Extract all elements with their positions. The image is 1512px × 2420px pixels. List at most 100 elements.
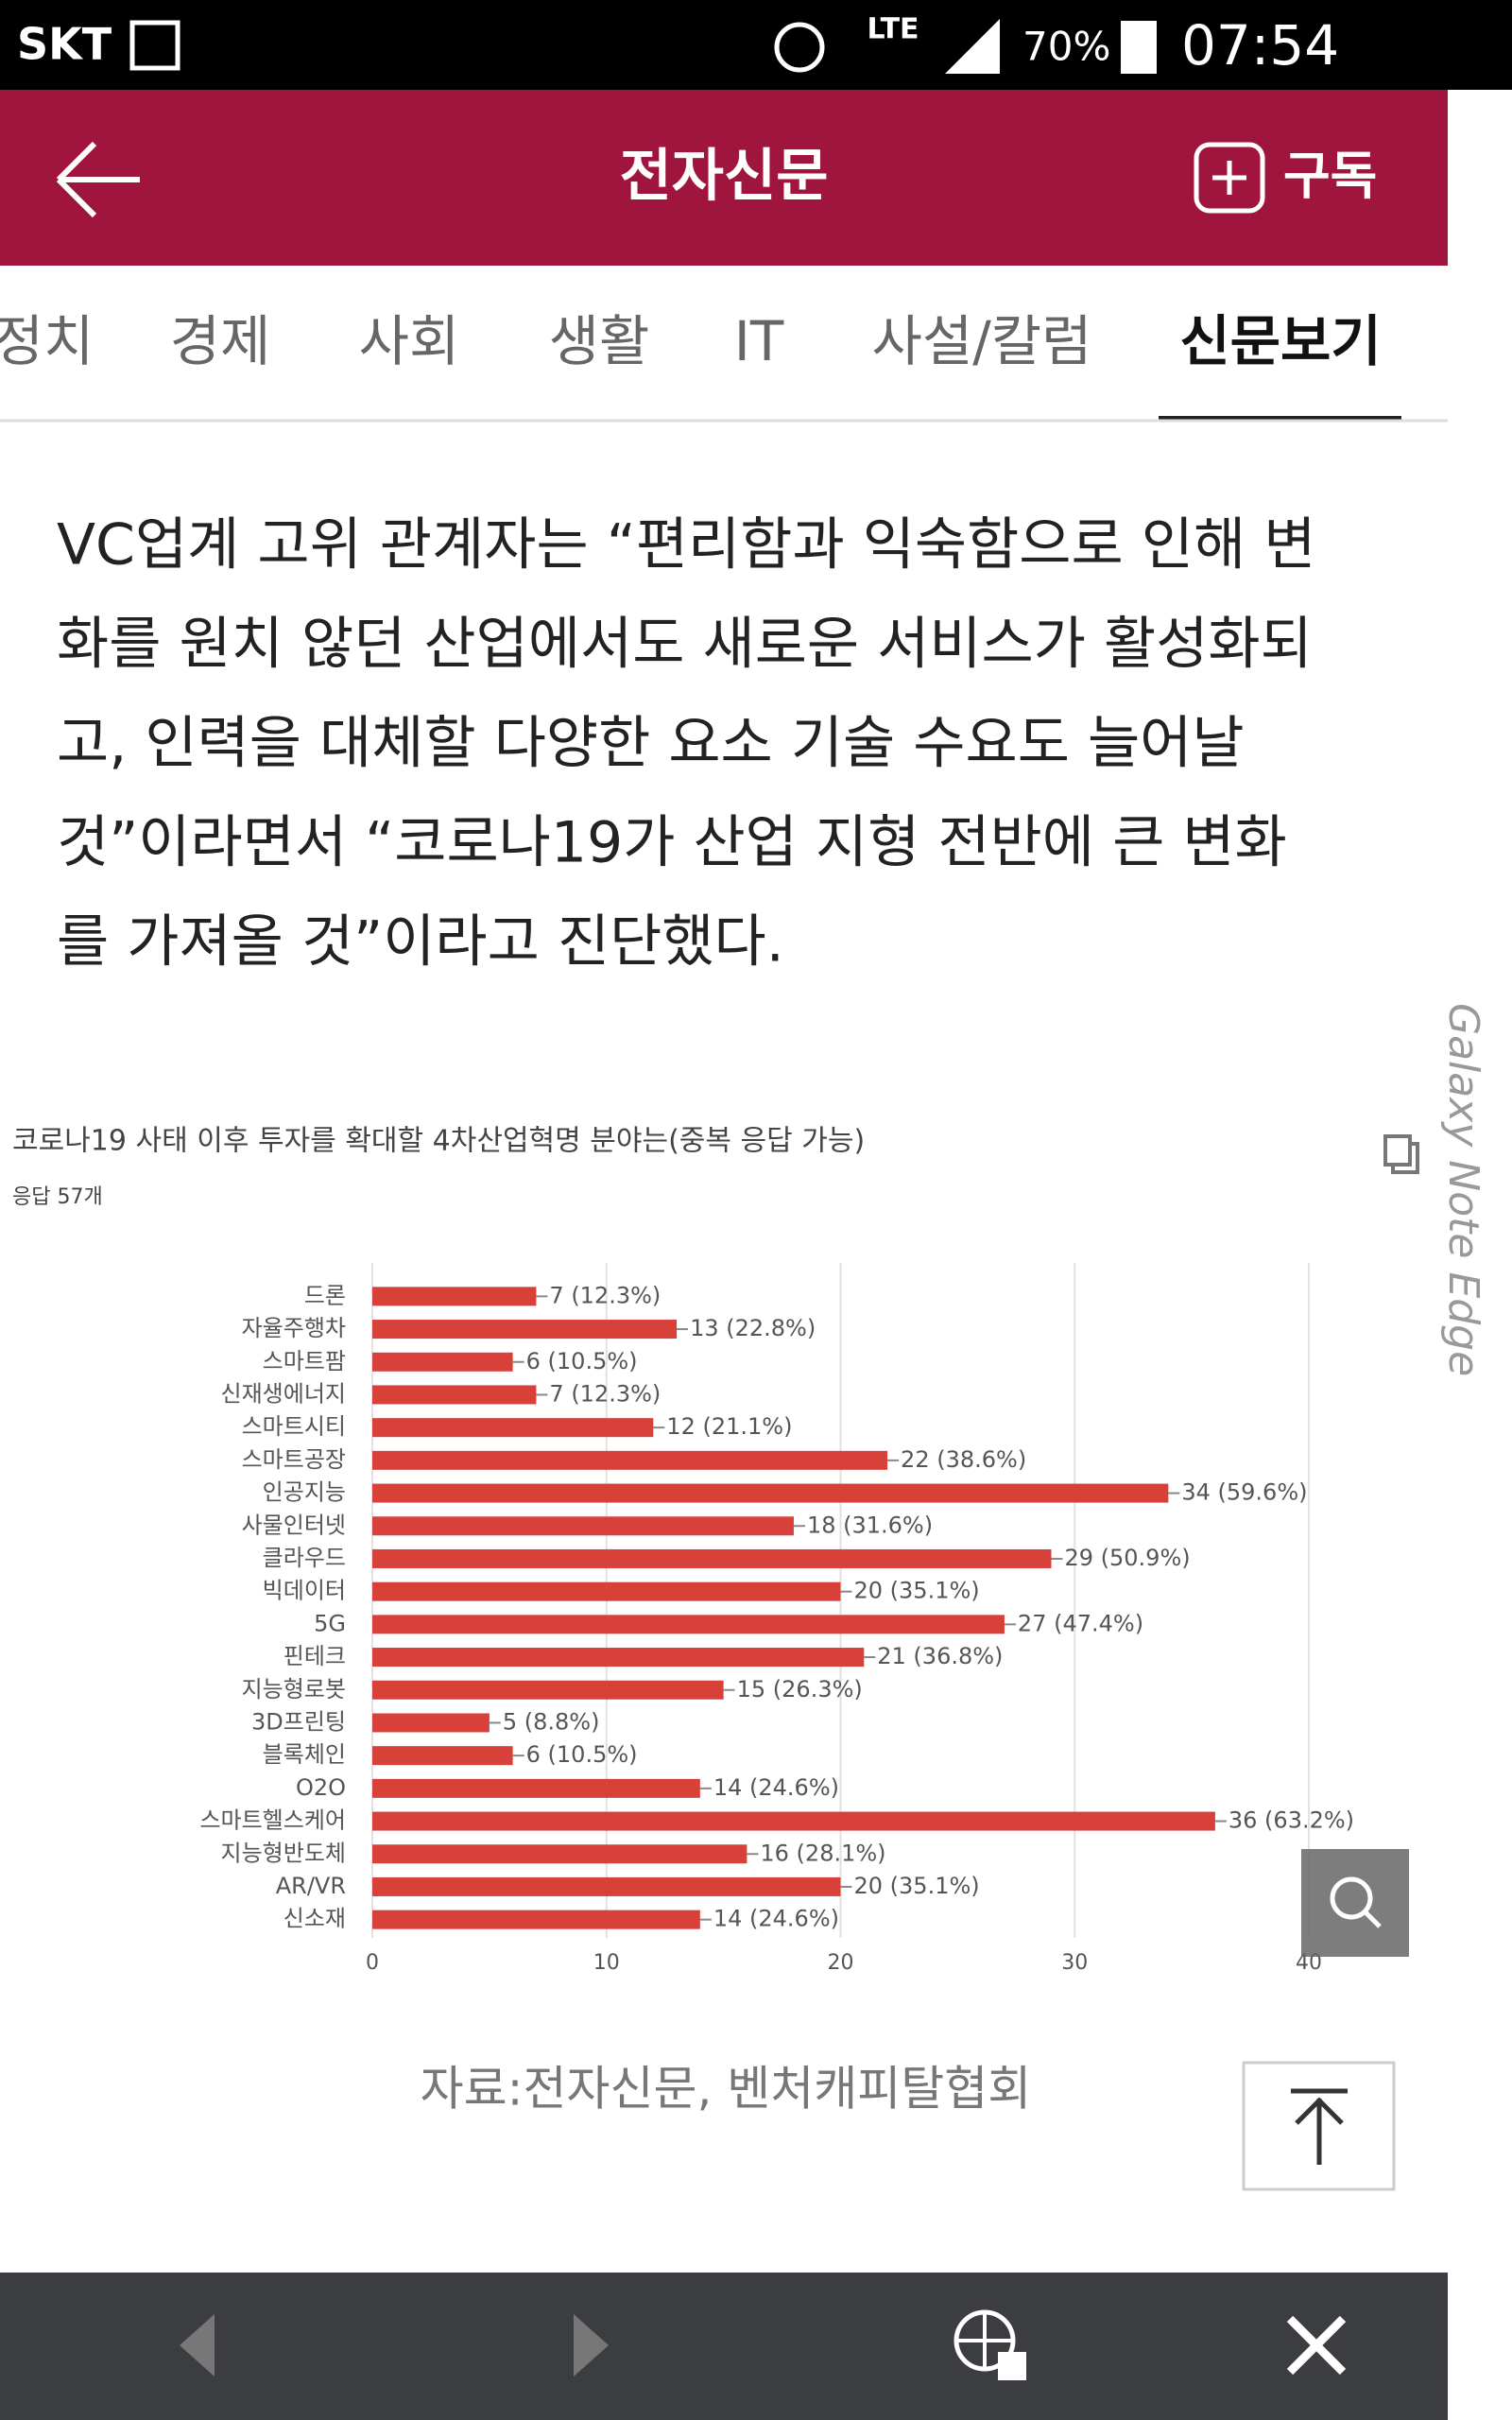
- value-label: 14 (24.6%): [713, 1774, 839, 1801]
- nav-browser[interactable]: [954, 2309, 1026, 2380]
- x-tick-label: 20: [828, 1951, 854, 1975]
- y-tick-label: AR/VR: [276, 1873, 346, 1899]
- value-label: 18 (31.6%): [807, 1512, 933, 1538]
- bar: [372, 1548, 1052, 1568]
- y-tick-label: 인공지능: [263, 1479, 346, 1506]
- bar: [372, 1385, 537, 1405]
- y-tick-label: 스마트헬스케어: [199, 1807, 346, 1834]
- y-tick-label: 사물인터넷: [242, 1512, 346, 1538]
- alarm-icon: [774, 22, 825, 73]
- article: VC업계 고위 관계자는 “편리함과 익숙함으로 인해 변화를 원치 않던 산업…: [57, 512, 1315, 976]
- battery-percent: 70%: [1022, 24, 1110, 70]
- tab[interactable]: 사회: [359, 309, 460, 373]
- bar: [372, 1418, 654, 1438]
- battery-icon: [1121, 21, 1157, 74]
- y-tick-label: 지능형반도체: [221, 1840, 346, 1866]
- bar: [372, 1352, 513, 1372]
- signal-icon: [945, 19, 1000, 74]
- bar: [372, 1648, 865, 1668]
- bar: [372, 1844, 747, 1864]
- subscribe-button[interactable]: 구독: [1283, 147, 1377, 206]
- app-header: [0, 90, 1448, 266]
- nav-close[interactable]: [1286, 2315, 1347, 2376]
- carrier: SKT: [17, 19, 112, 70]
- chart-subtitle: 응답 57개: [12, 1185, 103, 1209]
- chart-title: 코로나19 사태 이후 투자를 확대할 4차산업혁명 분야는(중복 응답 가능): [12, 1125, 865, 1158]
- image-icon: [129, 20, 180, 71]
- value-label: 16 (28.1%): [760, 1840, 885, 1866]
- status-bar: [0, 0, 1512, 90]
- tab[interactable]: 사설/칼럼: [872, 309, 1092, 373]
- y-tick-label: 신소재: [284, 1906, 346, 1932]
- bottom-nav: [0, 2273, 1448, 2420]
- nav-back[interactable]: [180, 2314, 215, 2377]
- plus-icon: [1212, 161, 1246, 195]
- value-label: 7 (12.3%): [549, 1282, 661, 1308]
- bar: [372, 1483, 1169, 1503]
- y-tick-label: 클라우드: [263, 1545, 346, 1571]
- y-tick-label: 스마트팜: [263, 1348, 346, 1374]
- x-tick-label: 30: [1061, 1951, 1088, 1975]
- bar: [372, 1713, 490, 1733]
- bar: [372, 1910, 700, 1929]
- chart: 코로나19 사태 이후 투자를 확대할 4차산업혁명 분야는(중복 응답 가능)…: [12, 1125, 1354, 1976]
- value-label: 36 (63.2%): [1228, 1807, 1354, 1834]
- tab[interactable]: IT: [734, 309, 784, 373]
- bar: [372, 1615, 1005, 1634]
- value-label: 14 (24.6%): [713, 1906, 839, 1932]
- value-label: 34 (59.6%): [1181, 1479, 1307, 1506]
- bar: [372, 1811, 1215, 1831]
- y-tick-label: 신재생에너지: [221, 1380, 346, 1407]
- article-line: VC업계 고위 관계자는 “편리함과 익숙함으로 인해 변: [57, 512, 1315, 579]
- tab-indicator: [1159, 416, 1401, 421]
- network: LTE: [867, 13, 919, 46]
- article-line: 고, 인력을 대체할 다양한 요소 기술 수요도 늘어날: [57, 711, 1245, 777]
- article-line: 를 가져올 것”이라고 진단했다.: [57, 909, 784, 976]
- app-title: 전자신문: [620, 144, 829, 210]
- y-tick-label: 드론: [304, 1282, 346, 1308]
- bar: [372, 1450, 888, 1470]
- value-label: 20 (35.1%): [854, 1873, 980, 1899]
- bar: [372, 1287, 537, 1306]
- bar: [372, 1778, 700, 1798]
- tab[interactable]: 정치: [0, 309, 94, 373]
- y-tick-label: O2O: [296, 1774, 346, 1801]
- article-line: 화를 원치 않던 산업에서도 새로운 서비스가 활성화되: [57, 612, 1313, 678]
- clock: 07:54: [1181, 13, 1339, 78]
- y-tick-label: 핀테크: [284, 1643, 346, 1669]
- x-tick-label: 10: [593, 1951, 620, 1975]
- value-label: 15 (26.3%): [737, 1676, 863, 1703]
- nav-forward[interactable]: [574, 2314, 609, 2377]
- tab[interactable]: 신문보기: [1179, 309, 1381, 373]
- zoom-button[interactable]: [1301, 1849, 1409, 1957]
- value-label: 27 (47.4%): [1018, 1610, 1143, 1636]
- y-tick-label: 5G: [314, 1610, 346, 1636]
- value-label: 21 (36.8%): [877, 1643, 1003, 1669]
- bar: [372, 1320, 678, 1340]
- bar: [372, 1582, 841, 1601]
- value-label: 22 (38.6%): [901, 1446, 1026, 1473]
- y-tick-label: 블록체인: [263, 1741, 346, 1768]
- tab-bar: 정치 경제 사회 생활 IT 사설/칼럼 신문보기: [0, 309, 1401, 421]
- y-tick-label: 3D프린팅: [251, 1708, 346, 1735]
- bar: [372, 1516, 794, 1536]
- copy-icon[interactable]: [1383, 1134, 1419, 1174]
- y-tick-label: 스마트공장: [242, 1446, 346, 1473]
- tab[interactable]: 경제: [170, 309, 271, 373]
- bar: [372, 1746, 513, 1766]
- back-button[interactable]: [56, 141, 140, 218]
- subscribe-icon[interactable]: [1194, 142, 1265, 214]
- bar: [372, 1680, 724, 1700]
- y-tick-label: 자율주행차: [242, 1315, 346, 1341]
- value-label: 7 (12.3%): [549, 1380, 661, 1407]
- y-tick-label: 스마트시티: [242, 1413, 346, 1440]
- value-label: 12 (21.1%): [666, 1413, 792, 1440]
- value-label: 13 (22.8%): [690, 1315, 816, 1341]
- tab[interactable]: 생활: [549, 309, 650, 373]
- x-tick-label: 0: [366, 1951, 379, 1975]
- article-line: 것”이라면서 “코로나19가 산업 지형 전반에 큰 변화: [57, 810, 1287, 876]
- bar: [372, 1876, 841, 1896]
- scroll-top-button[interactable]: [1242, 2061, 1396, 2191]
